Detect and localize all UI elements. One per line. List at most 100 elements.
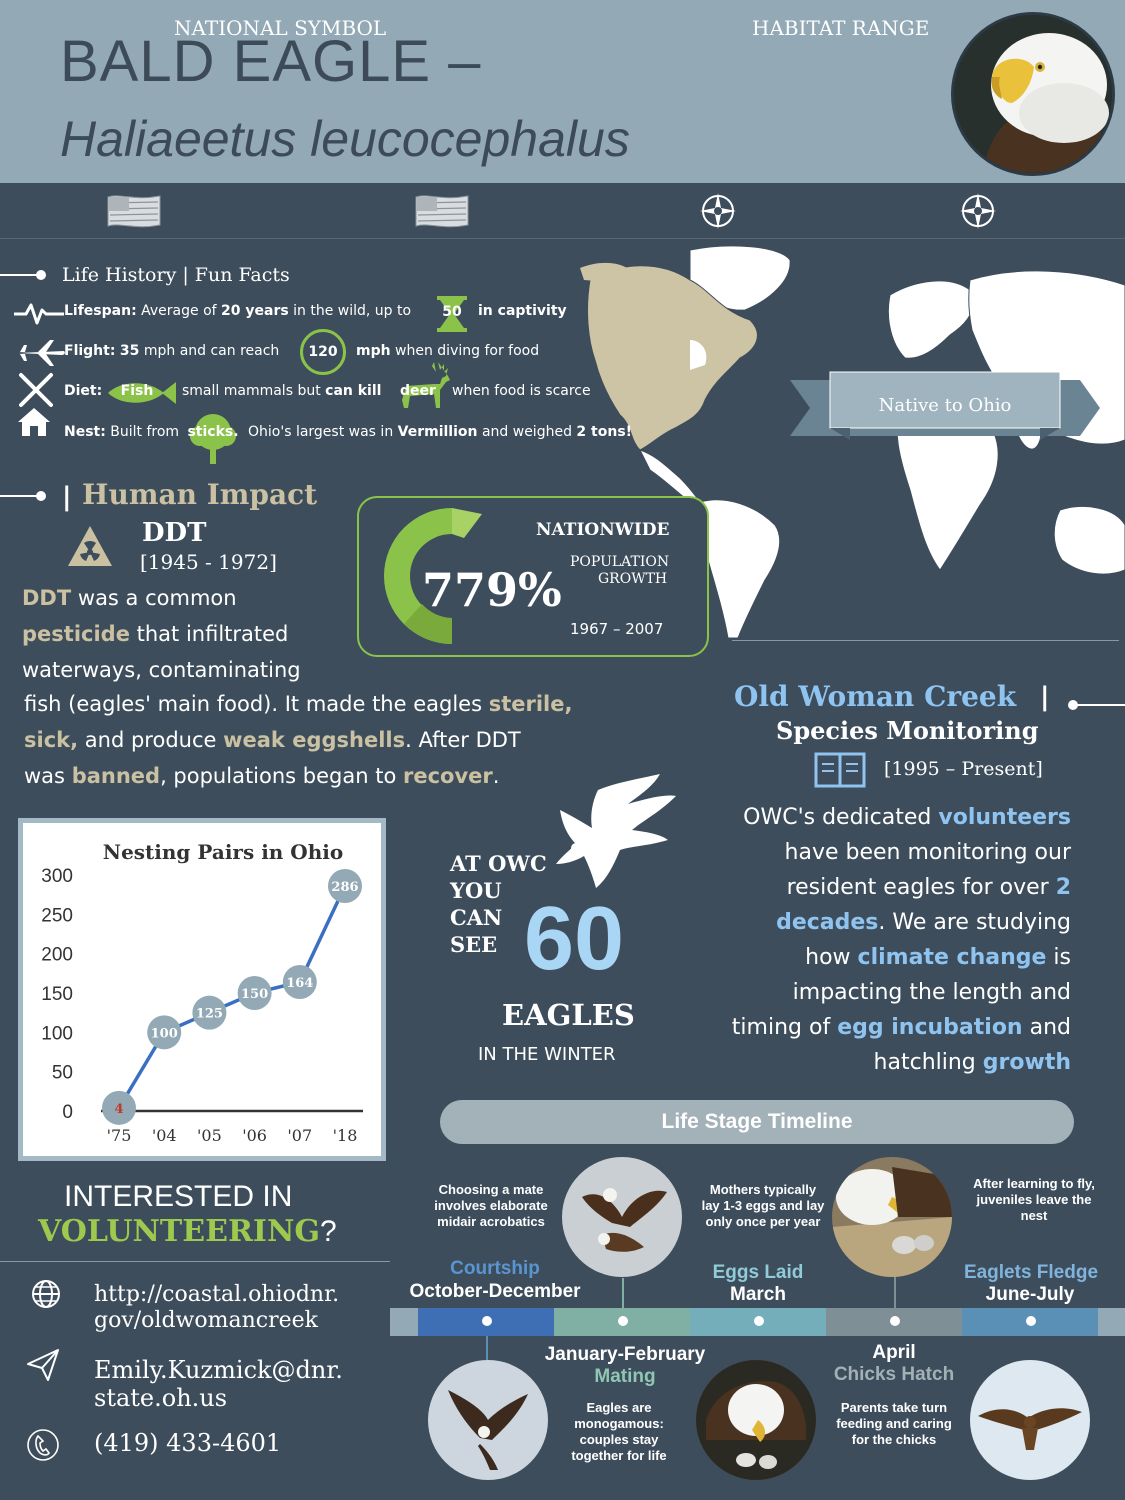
- nest-text: Built from: [110, 424, 180, 440]
- nest-text: Ohio's largest was in: [248, 424, 394, 440]
- lifespan-row: Lifespan: Average of 20 years in the wil…: [64, 303, 411, 319]
- sterile-word: sterile,: [488, 692, 573, 716]
- question-mark: ?: [319, 1215, 337, 1248]
- y-tick-label: 100: [41, 1023, 73, 1044]
- data-point: [328, 869, 362, 904]
- owc-paragraph: OWC's dedicated volunteers have been mon…: [715, 800, 1071, 1080]
- body-text: AT: [450, 851, 481, 876]
- eagle-portrait-image: [951, 12, 1115, 176]
- data-point: [102, 1090, 136, 1125]
- growth-period: 1967 – 2007: [570, 620, 664, 638]
- decades-word: decades: [776, 910, 879, 935]
- email-line-2[interactable]: state.oh.us: [94, 1384, 228, 1412]
- y-tick-label: 250: [41, 905, 73, 926]
- mating-note: Eagles are monogamous: couples stay toge…: [571, 1400, 667, 1463]
- email-line-1[interactable]: Emily.Kuzmick@dnr.: [94, 1356, 343, 1384]
- diet-label: Diet:: [64, 383, 103, 399]
- diet-deer: deer: [400, 383, 436, 399]
- fork-knife-icon: [16, 372, 56, 412]
- flag-icon: [414, 193, 470, 233]
- bullet-dot: [1068, 700, 1078, 710]
- pipe-separator: |: [62, 482, 72, 512]
- courtship-period: October-December: [409, 1281, 581, 1302]
- eaglets-fledge-stage: Eaglets Fledge: [963, 1262, 1099, 1283]
- native-to-ohio-label: Native to Ohio: [878, 395, 1012, 416]
- timeline-dot: [890, 1316, 900, 1326]
- lifespan-captivity: in captivity: [478, 303, 567, 319]
- body-text: fish (eagles' main food). It made the ea…: [24, 692, 483, 716]
- habitat-range-map: [540, 240, 1125, 640]
- volunteers-word: volunteers: [938, 805, 1071, 830]
- nest-location: Vermillion: [397, 424, 478, 440]
- ddt-title: DDT: [142, 518, 207, 548]
- compass-icon: [958, 191, 998, 235]
- body-text: was: [24, 764, 65, 788]
- flying-eagle-icon: [548, 770, 678, 904]
- human-impact-title: Human Impact: [82, 478, 318, 511]
- globe-icon: [30, 1278, 62, 1314]
- owc-years: [1995 – Present]: [884, 758, 1043, 780]
- diet-bold: can kill: [325, 383, 382, 399]
- home-icon: [16, 406, 52, 442]
- section-line: [1074, 704, 1125, 706]
- sick-word: sick,: [24, 728, 79, 752]
- egg-incubation-word: egg incubation: [837, 1015, 1023, 1040]
- eggs-laid-note: Mothers typically lay 1-3 eggs and lay o…: [701, 1182, 825, 1229]
- section-banner: [0, 183, 1125, 239]
- y-tick-label: 150: [41, 984, 73, 1005]
- phone-number[interactable]: (419) 433-4601: [94, 1429, 282, 1457]
- body-text: .: [492, 764, 500, 788]
- series-line: [117, 885, 347, 1109]
- nationwide-label: NATIONWIDE: [536, 520, 670, 540]
- owc-title: Old Woman Creek: [734, 680, 1017, 713]
- data-label: 4: [114, 1102, 123, 1117]
- phone-icon: [26, 1428, 60, 1466]
- pipe-separator: |: [1040, 682, 1050, 712]
- mating-stage: Mating: [594, 1366, 656, 1387]
- body-text: have been monitoring our: [784, 840, 1071, 865]
- x-tick-label: '07: [287, 1126, 312, 1145]
- owc-word: OWC: [488, 851, 547, 876]
- ddt-word: DDT: [22, 586, 72, 610]
- winter-label: IN THE WINTER: [478, 1044, 616, 1065]
- website-line-1[interactable]: http://coastal.ohiodnr.: [94, 1282, 340, 1307]
- data-point: [147, 1015, 182, 1050]
- diet-row: small mammals but can kill: [182, 383, 381, 399]
- website-line-2[interactable]: gov/oldwomancreek: [94, 1308, 318, 1333]
- x-tick-label: '18: [333, 1126, 358, 1145]
- email-link[interactable]: Emily.Kuzmick@dnr. state.oh.us: [94, 1356, 343, 1412]
- mating-period: January-February: [544, 1344, 706, 1365]
- body-text: how: [805, 945, 851, 970]
- chicks-hatch-period: April: [872, 1342, 916, 1363]
- website-link[interactable]: http://coastal.ohiodnr. gov/oldwomancree…: [94, 1282, 339, 1334]
- volunteer-heading-2: VOLUNTEERING?: [38, 1214, 337, 1249]
- bullet-dot: [36, 491, 46, 501]
- data-point: [282, 964, 317, 999]
- eagle-count: 60: [524, 889, 625, 989]
- body-text: . We are studying: [878, 910, 1071, 935]
- lifespan-years: 20 years: [221, 303, 289, 319]
- compass-icon: [698, 191, 738, 235]
- x-tick-label: '05: [197, 1126, 222, 1145]
- chart-title: Nesting Pairs in Ohio: [103, 840, 343, 864]
- courtship-stage: Courtship: [450, 1258, 540, 1279]
- growth-gauge: [364, 500, 524, 654]
- body-text: that infiltrated: [136, 622, 289, 646]
- body-text: was a common: [77, 586, 237, 610]
- mating-photo: [428, 1360, 548, 1480]
- fish-icon: [104, 378, 178, 412]
- scientific-name: Haliaeetus leucocephalus: [60, 111, 630, 167]
- ddt-years: [1945 - 1972]: [140, 550, 277, 574]
- data-label: 164: [286, 976, 313, 991]
- dive-speed-ring: 120: [300, 329, 346, 375]
- hourglass-icon: [432, 294, 472, 338]
- national-symbol-label: NATIONAL SYMBOL: [174, 16, 387, 40]
- body-text: YOU: [450, 878, 502, 903]
- timeline-connector: [622, 1278, 624, 1308]
- body-text: resident eagles for over: [786, 875, 1049, 900]
- divider: [732, 640, 1119, 641]
- body-text: and produce: [84, 728, 217, 752]
- x-tick-label: '04: [152, 1126, 177, 1145]
- flight-text: when diving for food: [395, 343, 540, 359]
- life-history-title: Life History | Fun Facts: [62, 264, 290, 286]
